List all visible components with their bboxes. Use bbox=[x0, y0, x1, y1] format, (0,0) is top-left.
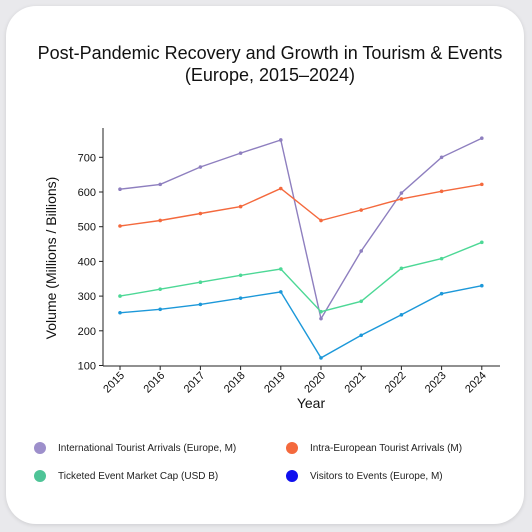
y-tick-label: 700 bbox=[78, 152, 96, 164]
data-point bbox=[118, 294, 122, 298]
x-tick-label: 2021 bbox=[343, 370, 369, 396]
x-axis-label: Year bbox=[297, 395, 326, 411]
legend-dot bbox=[34, 442, 46, 454]
series-points bbox=[118, 136, 484, 360]
legend-label: Ticketed Event Market Cap (USD B) bbox=[58, 470, 219, 482]
data-point bbox=[480, 240, 484, 245]
x-tick-label: 2019 bbox=[262, 370, 288, 396]
series-line-0 bbox=[119, 137, 483, 321]
data-point bbox=[198, 165, 203, 169]
y-tick-label: 300 bbox=[78, 291, 96, 303]
legend-dot bbox=[286, 470, 298, 482]
data-point bbox=[158, 307, 162, 312]
data-point bbox=[238, 204, 243, 209]
legend-item-visitors-to-events: Visitors to Events (Europe, M) bbox=[286, 468, 443, 484]
axes: 100 200 300 400 500 600 700 2015 2016 2017 2018 201… bbox=[78, 128, 500, 395]
data-point bbox=[399, 313, 404, 317]
y-tick-label: 500 bbox=[78, 222, 96, 234]
data-point bbox=[480, 283, 484, 288]
data-point bbox=[399, 266, 404, 271]
x-tick-label: 2015 bbox=[101, 370, 127, 396]
data-point bbox=[319, 309, 323, 314]
data-point bbox=[158, 182, 162, 187]
legend-label: International Tourist Arrivals (Europe, … bbox=[58, 442, 237, 454]
y-tick-label: 600 bbox=[78, 187, 96, 199]
series-line-2 bbox=[119, 241, 483, 313]
data-point bbox=[158, 287, 162, 291]
data-point bbox=[439, 189, 444, 194]
series-lines bbox=[119, 137, 483, 359]
legend-label: Intra-European Tourist Arrivals (M) bbox=[310, 442, 463, 454]
data-point bbox=[359, 208, 364, 212]
x-tick-label: 2023 bbox=[423, 370, 449, 396]
data-point bbox=[319, 316, 323, 321]
data-point bbox=[319, 218, 323, 223]
x-tick-label: 2022 bbox=[383, 370, 409, 396]
data-point bbox=[198, 280, 203, 285]
legend-item-intra-european-arrivals: Intra-European Tourist Arrivals (M) bbox=[286, 440, 462, 456]
x-tick-label: 2024 bbox=[463, 370, 489, 396]
legend-label: Visitors to Events (Europe, M) bbox=[310, 470, 443, 482]
data-point bbox=[279, 267, 283, 271]
data-point bbox=[279, 186, 283, 191]
data-point bbox=[118, 187, 122, 192]
x-tick-label: 2018 bbox=[222, 370, 248, 396]
y-tick-label: 400 bbox=[78, 256, 96, 268]
legend-item-international-arrivals: International Tourist Arrivals (Europe, … bbox=[34, 440, 236, 456]
data-point bbox=[399, 197, 404, 201]
data-point bbox=[439, 256, 444, 261]
data-point bbox=[359, 249, 364, 253]
data-point bbox=[279, 290, 283, 294]
data-point bbox=[118, 310, 122, 315]
data-point bbox=[439, 291, 444, 296]
data-point bbox=[238, 273, 243, 278]
data-point bbox=[198, 211, 203, 216]
series-line-1 bbox=[119, 183, 482, 227]
chart-subtitle: (Europe, 2015–2024) bbox=[184, 65, 356, 85]
series-line-3 bbox=[119, 285, 482, 359]
data-point bbox=[480, 136, 484, 141]
data-point bbox=[118, 224, 122, 228]
data-point bbox=[359, 333, 364, 338]
chart-title: Post-Pandemic Recovery and Growth in Tou… bbox=[37, 43, 503, 63]
chart-card bbox=[6, 6, 524, 524]
y-tick-label: 100 bbox=[78, 361, 96, 373]
data-point bbox=[319, 356, 323, 360]
data-point bbox=[198, 302, 203, 307]
x-tick-label: 2020 bbox=[302, 370, 328, 396]
y-axis-label: Volume (Millions / Billions) bbox=[43, 177, 59, 340]
data-point bbox=[158, 218, 162, 223]
y-tick-label: 200 bbox=[78, 326, 96, 338]
legend-item-event-market-cap: Ticketed Event Market Cap (USD B) bbox=[34, 468, 218, 484]
x-tick-label: 2017 bbox=[182, 370, 208, 396]
legend-dot bbox=[286, 442, 298, 454]
data-point bbox=[480, 182, 484, 187]
data-point bbox=[439, 155, 444, 160]
x-tick-label: 2016 bbox=[142, 370, 168, 396]
legend-dot bbox=[34, 470, 46, 482]
data-point bbox=[238, 151, 243, 155]
data-point bbox=[279, 138, 283, 142]
data-point bbox=[399, 191, 404, 195]
data-point bbox=[359, 299, 364, 304]
data-point bbox=[238, 296, 243, 300]
